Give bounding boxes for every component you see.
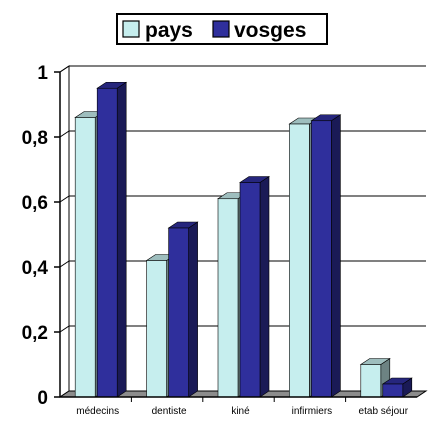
x-tick-label: etab séjour [359, 406, 409, 417]
bar-pays [146, 260, 167, 398]
y-tick-label: 0,8 [22, 128, 48, 149]
bar-vosges [168, 227, 189, 398]
legend-label-pays: pays [145, 19, 193, 42]
bar-vosges [239, 182, 261, 398]
legend-swatch-pays [122, 20, 140, 38]
bar-pays [360, 364, 382, 398]
legend: pays vosges [116, 13, 328, 45]
gridline-side [59, 260, 70, 268]
bar-vosges [382, 383, 404, 398]
y-tick-label: 0 [37, 388, 48, 409]
bar-vosges-side [259, 175, 270, 398]
bar-vosges-side [188, 221, 198, 398]
gridline-side [59, 65, 70, 73]
gridline-side [59, 325, 70, 333]
bar-pays [74, 117, 96, 398]
y-tick-label: 0,4 [22, 258, 49, 279]
bar-vosges [96, 87, 118, 398]
bar-vosges [311, 120, 332, 398]
bar-pays [217, 198, 239, 398]
legend-swatch-vosges [212, 20, 230, 38]
y-tick-label: 0,6 [22, 193, 48, 214]
plot-area: 0 0,2 0,4 0,6 0,8 1 médecins dentiste kiné infirm… [22, 63, 428, 417]
bar-vosges-side [116, 81, 127, 398]
gridline-side [59, 195, 70, 203]
gridline-side [59, 130, 70, 138]
y-tick-label: 1 [37, 63, 48, 84]
bar-pays [289, 123, 310, 398]
x-tick-label: kiné [231, 406, 250, 417]
legend-label-vosges: vosges [234, 19, 306, 42]
side-wall [59, 65, 70, 398]
x-tick-label: dentiste [152, 406, 187, 417]
x-tick-label: médecins [76, 406, 119, 417]
y-tick-label: 0,2 [22, 323, 48, 344]
bar-vosges-side [331, 114, 341, 398]
x-tick-label: infirmiers [292, 406, 333, 417]
